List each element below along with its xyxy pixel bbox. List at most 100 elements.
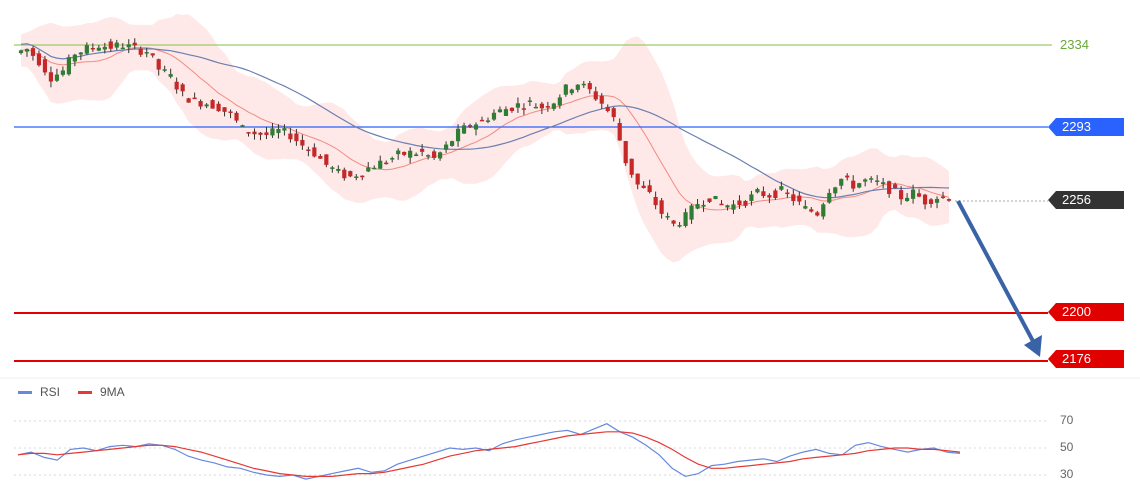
candle — [306, 146, 311, 157]
candle-body — [665, 216, 670, 218]
candle-body — [174, 81, 179, 90]
candle — [623, 141, 628, 166]
candle — [707, 198, 712, 204]
candle — [803, 200, 808, 210]
candle — [384, 160, 389, 165]
candle-body — [96, 47, 101, 51]
candle-body — [216, 103, 221, 112]
candle-body — [695, 204, 700, 209]
candle — [827, 188, 832, 204]
candle — [575, 84, 580, 93]
candle-body — [84, 45, 89, 54]
candle — [461, 122, 467, 135]
candle — [881, 177, 886, 189]
candle — [102, 42, 107, 54]
candle-body — [701, 204, 706, 207]
candle-body — [599, 95, 604, 104]
candle — [845, 173, 850, 181]
candle-body — [922, 194, 928, 205]
candle — [426, 154, 431, 160]
candle — [887, 180, 892, 198]
candle-body — [851, 180, 856, 189]
candle — [420, 144, 425, 157]
candle — [150, 53, 155, 58]
candle — [408, 147, 413, 164]
candle — [96, 45, 101, 52]
candle-body — [348, 171, 353, 177]
candle-body — [228, 111, 233, 113]
candle — [665, 212, 670, 220]
candle — [851, 175, 856, 192]
legend-9ma: 9MA — [78, 385, 125, 399]
candle — [479, 116, 485, 122]
candle — [144, 47, 149, 58]
candle — [72, 53, 77, 67]
candle — [432, 149, 437, 160]
candle-body — [330, 167, 335, 169]
candle-body — [833, 187, 838, 194]
candle — [228, 109, 233, 119]
candle-body — [432, 151, 437, 158]
candle — [264, 126, 269, 140]
bollinger-band — [20, 14, 950, 263]
candle-body — [779, 186, 784, 190]
candle-body — [378, 160, 383, 169]
candle — [749, 190, 754, 206]
candle-body — [928, 199, 934, 204]
candle-body — [527, 100, 532, 102]
candle-body — [557, 97, 562, 106]
candle — [809, 207, 814, 213]
candle — [108, 38, 113, 52]
candle-body — [186, 98, 191, 103]
candle-body — [114, 42, 119, 48]
candle — [713, 195, 718, 200]
candle — [54, 68, 60, 82]
candle — [162, 65, 167, 73]
candle-body — [36, 53, 42, 66]
candle-body — [827, 192, 832, 203]
rsi-panel — [0, 377, 1140, 480]
candle — [521, 103, 527, 115]
candle-body — [916, 193, 922, 197]
candle-body — [623, 141, 628, 164]
candle — [916, 189, 922, 198]
candle — [402, 151, 407, 157]
candle-body — [18, 50, 24, 54]
candle — [743, 200, 748, 208]
candle-body — [545, 106, 550, 108]
horizontal-levels — [14, 44, 1052, 362]
candle-body — [485, 120, 491, 122]
candle — [946, 198, 952, 202]
candle — [234, 111, 239, 123]
moving-average — [20, 43, 950, 199]
candle-body — [869, 178, 874, 180]
candle — [725, 204, 730, 211]
candle-body — [635, 173, 640, 185]
candle-body — [48, 72, 54, 82]
candle-body — [360, 175, 365, 178]
candle-body — [222, 107, 227, 112]
candle-body — [509, 107, 515, 112]
candle — [66, 54, 71, 76]
candle — [360, 175, 365, 181]
candle — [893, 182, 898, 189]
candle-body — [168, 74, 173, 77]
legend-9ma-label: 9MA — [100, 385, 125, 399]
candle — [378, 155, 383, 169]
candle — [36, 50, 42, 67]
candle-body — [461, 125, 467, 134]
candle-body — [342, 169, 347, 179]
candle-body — [354, 176, 359, 178]
candle — [222, 107, 227, 117]
legend-rsi: RSI — [18, 385, 60, 399]
candle — [815, 210, 820, 217]
rsi-tick-30: 30 — [1060, 467, 1074, 481]
candle — [192, 92, 197, 100]
candle-body — [306, 149, 311, 151]
candle — [318, 154, 323, 159]
candle — [180, 83, 185, 97]
candle — [635, 173, 640, 190]
candle-body — [294, 133, 299, 142]
candle-body — [581, 83, 586, 86]
